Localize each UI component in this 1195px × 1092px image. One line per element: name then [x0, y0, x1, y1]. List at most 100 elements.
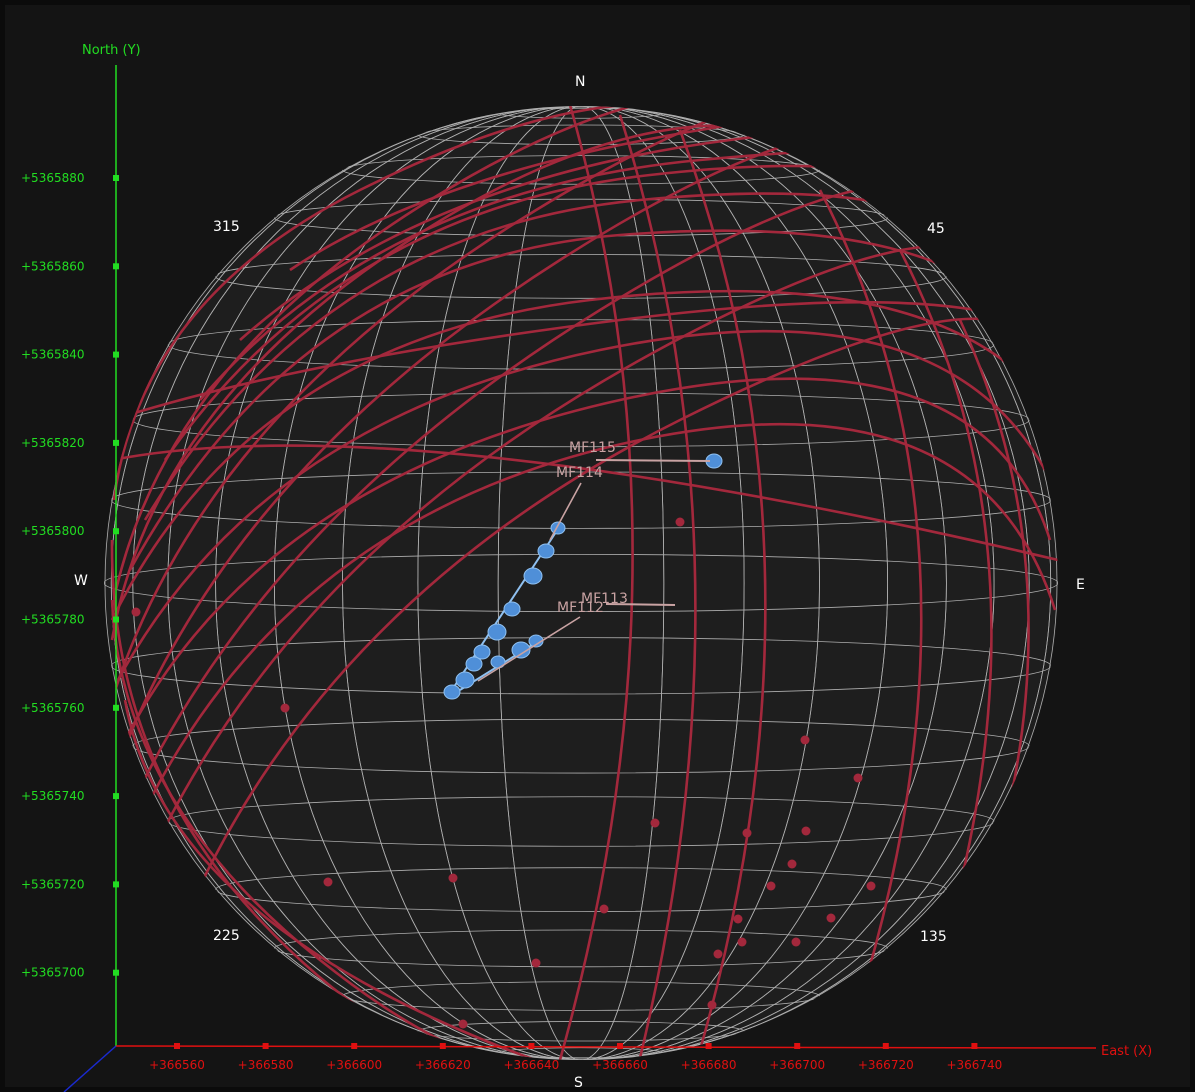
- mf113-label[interactable]: MF113: [581, 591, 628, 607]
- north-axis-tick-mark: [113, 704, 119, 711]
- east-axis-tick-label: +366580: [238, 1058, 294, 1072]
- selected-pole-cluster[interactable]: [443, 453, 723, 700]
- feature-labels: MF115 MF114 MF113 MF112: [477, 440, 711, 682]
- east-axis-line: [115, 1045, 1097, 1049]
- compass-45: 45: [927, 221, 945, 237]
- grid-latitude-line: [215, 867, 947, 912]
- pole-point: [800, 735, 810, 745]
- pole-point: [742, 828, 752, 838]
- compass-w: W: [74, 573, 88, 589]
- east-axis-tick-mark: [882, 1043, 889, 1049]
- pole-point: [458, 1019, 468, 1029]
- north-axis-tick-label: +5365720: [21, 877, 85, 891]
- mf115-leader: [595, 459, 711, 462]
- east-axis-tick-label: +366660: [592, 1058, 648, 1072]
- north-axis-tick-mark: [113, 793, 119, 800]
- east-axis-tick-mark: [174, 1043, 180, 1049]
- east-axis-tick-label: +366700: [769, 1058, 825, 1072]
- cluster-marker[interactable]: [465, 656, 483, 672]
- pole-point: [280, 703, 290, 713]
- north-axis-tick-label: +5365740: [21, 789, 85, 803]
- mf113-leader: [605, 603, 676, 606]
- cluster-marker[interactable]: [443, 684, 461, 700]
- grid-longitude-line: [417, 106, 745, 1060]
- mf114-label[interactable]: MF114: [556, 465, 603, 481]
- east-axis-tick-mark: [617, 1043, 623, 1049]
- grid-longitude-line: [110, 106, 1052, 1060]
- compass-s: S: [574, 1075, 583, 1091]
- pole-point: [791, 937, 801, 947]
- pole-point: [766, 881, 776, 891]
- depth-axis-line: [63, 1045, 117, 1092]
- north-axis-tick-mark: [113, 616, 119, 623]
- north-axis-tick-label: +5365800: [21, 524, 85, 538]
- cluster-marker[interactable]: [523, 567, 543, 585]
- north-axis-tick-mark: [113, 351, 119, 358]
- east-axis-tick-label: +366740: [946, 1058, 1002, 1072]
- grid-latitude-line: [215, 254, 947, 299]
- pole-point: [599, 904, 609, 914]
- east-axis-tick-label: +366620: [415, 1058, 471, 1072]
- north-axis-tick-label: +5365780: [21, 613, 85, 627]
- pole-points: [131, 517, 876, 1029]
- pole-point: [853, 773, 863, 783]
- sphere-rim: [104, 106, 1058, 1060]
- pole-point: [323, 877, 333, 887]
- cluster-marker[interactable]: [537, 543, 555, 559]
- north-axis-tick-label: +5365860: [21, 259, 85, 273]
- pole-point: [707, 1000, 717, 1010]
- north-axis-tick-label: +5365700: [21, 966, 85, 980]
- north-axis: North (Y) +5365880 +5365860 +5365840 +53658…: [21, 43, 141, 1046]
- compass-225: 225: [213, 928, 240, 944]
- compass-315: 315: [213, 219, 240, 235]
- east-axis-tick-label: +366560: [149, 1058, 205, 1072]
- east-axis-tick-mark: [528, 1043, 535, 1049]
- grid-latitude-line: [167, 319, 995, 370]
- grid-latitude-line: [104, 553, 1058, 613]
- compass-e: E: [1076, 577, 1085, 593]
- cluster-marker[interactable]: [487, 623, 507, 641]
- pole-point: [737, 937, 747, 947]
- east-axis: East (X) +366560 +366580 +366600 +366620 +36…: [63, 1043, 1152, 1092]
- north-axis-tick-mark: [113, 263, 119, 270]
- cluster-marker[interactable]: [511, 641, 531, 659]
- grid-longitude-line: [215, 106, 947, 1060]
- north-axis-tick-mark: [113, 175, 119, 181]
- east-axis-tick-mark: [971, 1043, 978, 1049]
- mf112-label[interactable]: MF112: [557, 600, 604, 616]
- east-axis-tick-mark: [351, 1043, 358, 1049]
- east-axis-tick-label: +366680: [681, 1058, 737, 1072]
- north-axis-tick-mark: [113, 439, 119, 446]
- north-axis-tick-label: +5365840: [21, 348, 85, 362]
- compass-n: N: [575, 74, 585, 90]
- mf115-label[interactable]: MF115: [569, 440, 616, 456]
- east-axis-title: East (X): [1101, 1044, 1152, 1059]
- east-axis-tick-mark: [439, 1043, 446, 1049]
- north-axis-tick-mark: [113, 528, 119, 535]
- north-axis-tick-label: +5365760: [21, 701, 85, 715]
- north-axis-tick-mark: [113, 881, 119, 888]
- east-axis-tick-mark: [794, 1043, 801, 1049]
- north-axis-tick-mark: [113, 969, 119, 976]
- cluster-marker[interactable]: [503, 601, 521, 617]
- cluster-marker[interactable]: [455, 671, 475, 689]
- grid-latitude-line: [110, 637, 1052, 695]
- cluster-marker[interactable]: [473, 644, 491, 660]
- grid-latitude-line: [110, 471, 1052, 529]
- pole-point: [131, 607, 141, 617]
- pole-point: [866, 881, 876, 891]
- pole-point: [826, 913, 836, 923]
- east-axis-tick-label: +366600: [326, 1058, 382, 1072]
- compass-135: 135: [920, 929, 947, 945]
- pole-point: [713, 949, 723, 959]
- grid-longitude-line: [497, 106, 665, 1060]
- grid-longitude-line: [167, 106, 995, 1060]
- pole-point: [650, 818, 660, 828]
- north-axis-tick-label: +5365820: [21, 436, 85, 450]
- pole-point: [733, 914, 743, 924]
- east-axis-tick-label: +366640: [503, 1058, 559, 1072]
- grid-latitude-line: [273, 198, 889, 237]
- mf112-leader: [477, 616, 581, 682]
- mf114-leader: [549, 482, 582, 541]
